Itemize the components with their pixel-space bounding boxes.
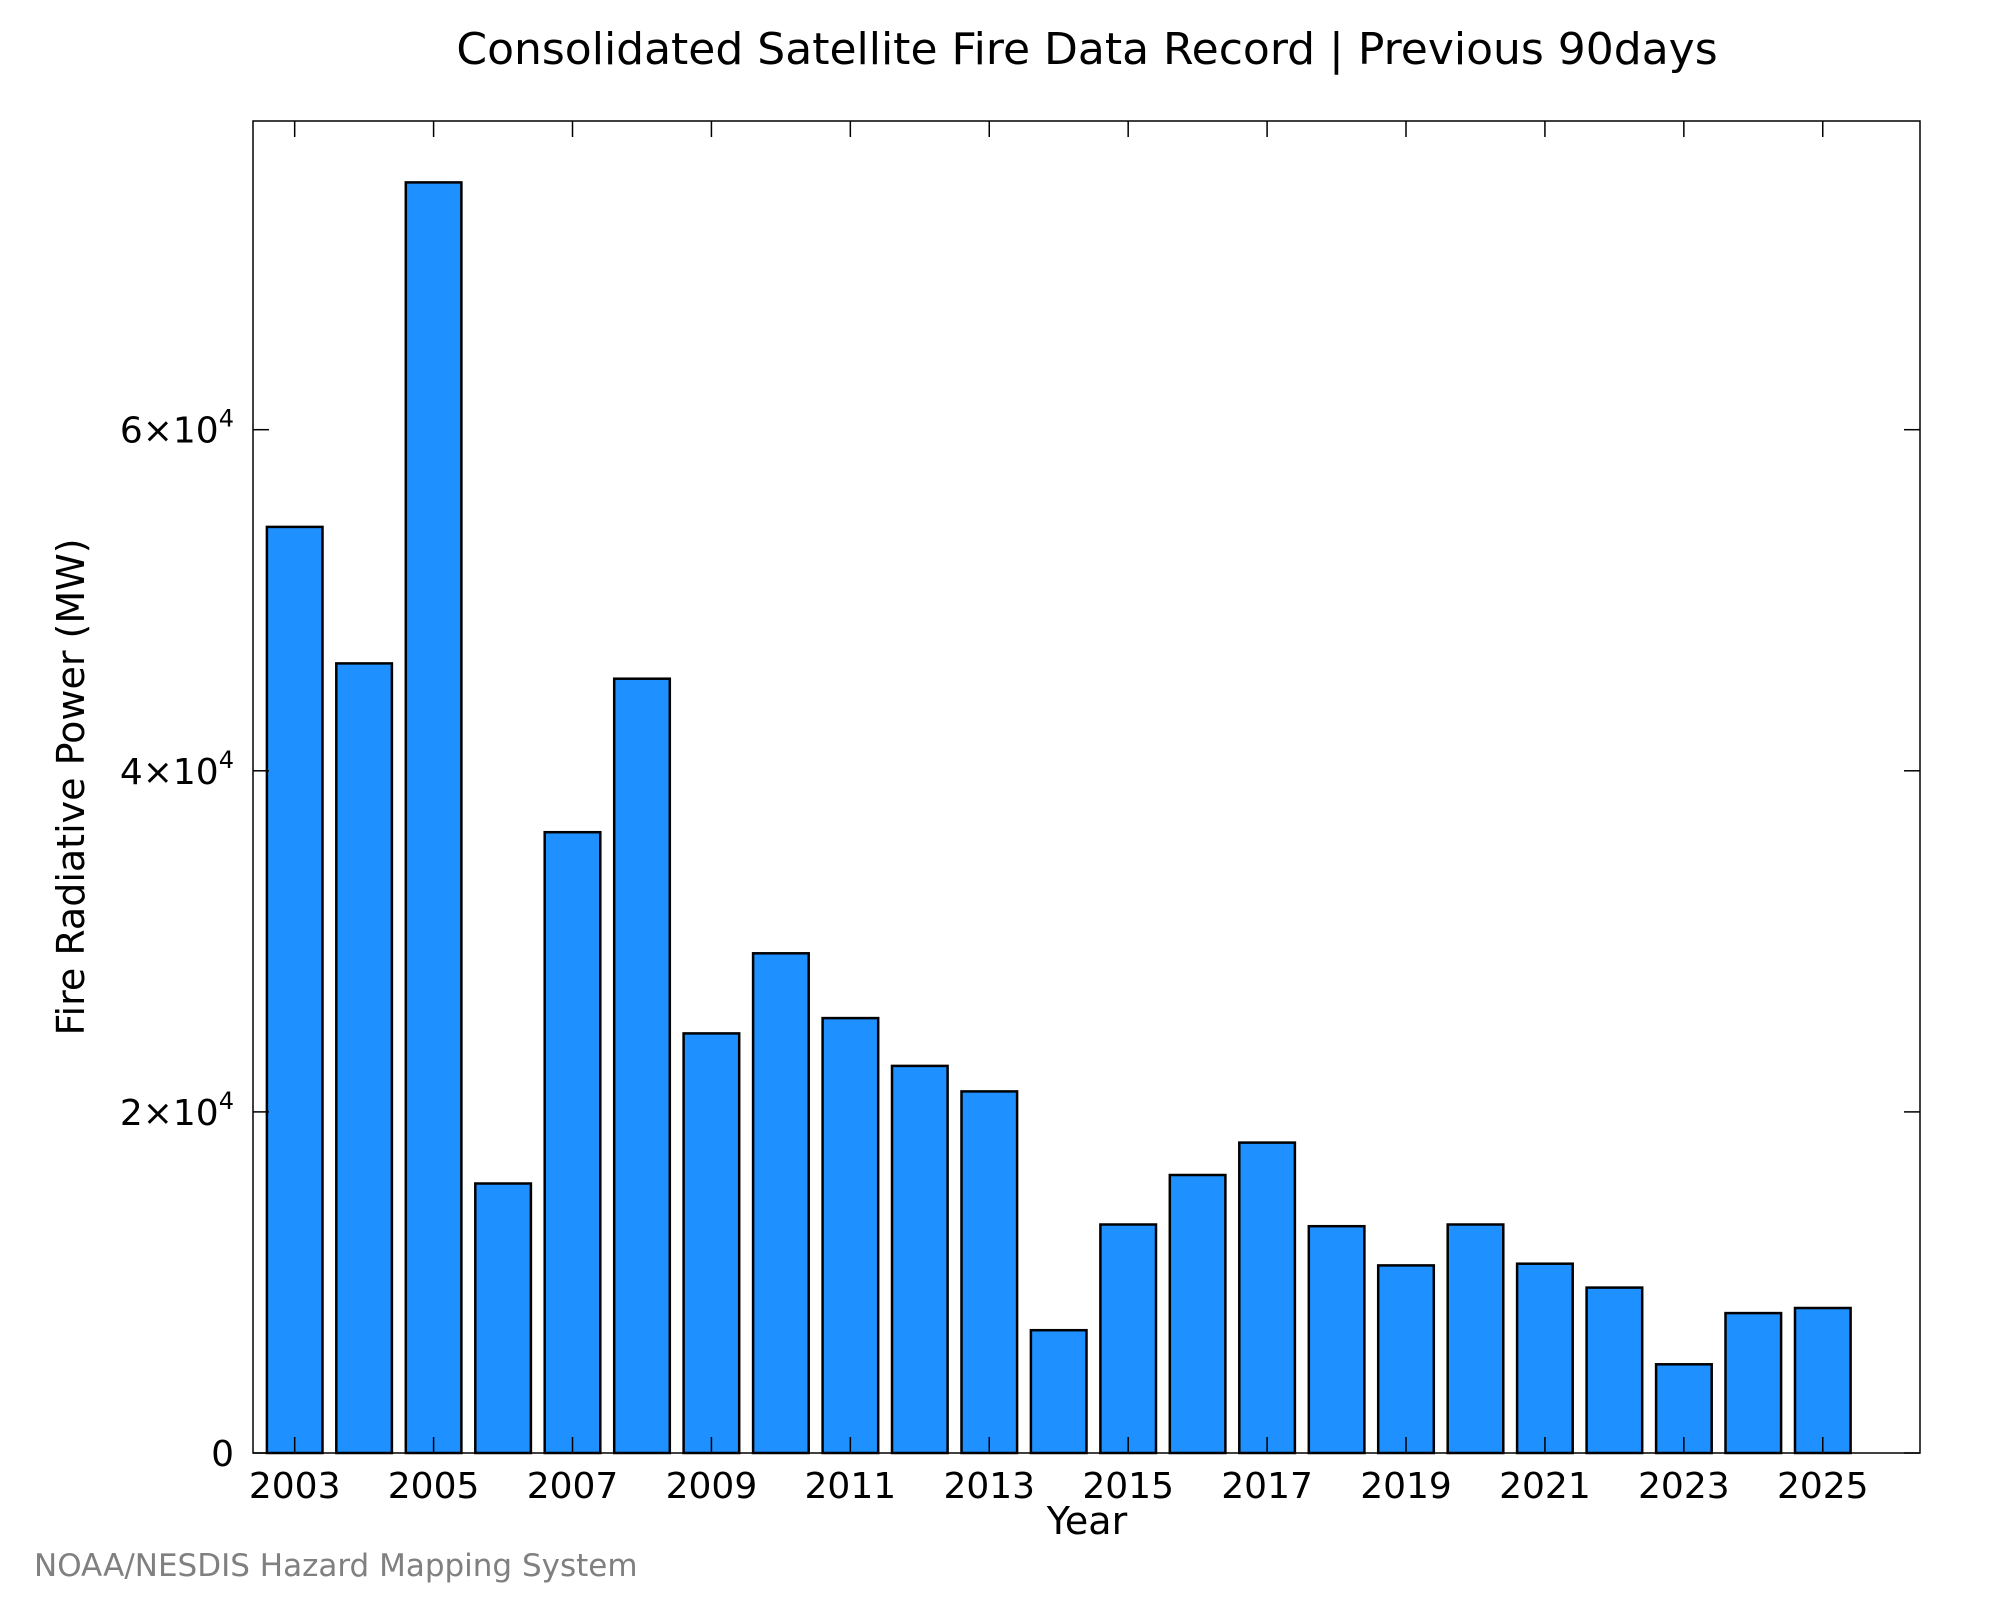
x-tick-label-2021: 2021 xyxy=(1499,1466,1591,1507)
bar-2007 xyxy=(543,830,602,1455)
x-tick-label-2007: 2007 xyxy=(527,1466,619,1507)
y-tick-label-40000: 4×104 xyxy=(120,746,234,793)
x-axis-label: Year xyxy=(1046,1499,1128,1543)
x-tick-labels: 2003 2005 2007 2009 2011 2013 2015 2017 2019 2021… xyxy=(249,1466,1869,1507)
bar-2006 xyxy=(474,1182,533,1455)
bar-2021 xyxy=(1515,1262,1574,1455)
x-tick-label-2005: 2005 xyxy=(388,1466,480,1507)
bar-2025 xyxy=(1793,1306,1852,1455)
x-tick-label-2017: 2017 xyxy=(1221,1466,1313,1507)
bar-2016 xyxy=(1168,1173,1227,1455)
bar-2018 xyxy=(1307,1224,1366,1455)
bar-2015 xyxy=(1099,1223,1158,1455)
bar-2019 xyxy=(1376,1264,1436,1455)
bar-2014 xyxy=(1029,1328,1088,1455)
x-tick-label-2009: 2009 xyxy=(666,1466,758,1507)
bar-2020 xyxy=(1446,1223,1505,1455)
bar-2012 xyxy=(890,1064,949,1455)
bar-2009 xyxy=(682,1032,741,1455)
plot-frame xyxy=(252,120,1921,1454)
x-tick-label-2015: 2015 xyxy=(1082,1466,1174,1507)
x-tick-label-2013: 2013 xyxy=(943,1466,1035,1507)
bar-2024 xyxy=(1724,1311,1783,1455)
ticks-layer xyxy=(253,121,1920,1454)
y-tick-label-60000: 6×104 xyxy=(120,405,234,452)
bar-2003 xyxy=(265,525,324,1455)
x-tick-label-2025: 2025 xyxy=(1777,1466,1869,1507)
x-tick-label-2023: 2023 xyxy=(1638,1466,1730,1507)
y-tick-labels: 0 2×104 4×104 6×104 xyxy=(120,405,234,1475)
bar-2004 xyxy=(335,662,394,1455)
x-tick-label-2003: 2003 xyxy=(249,1466,341,1507)
bar-2005 xyxy=(404,181,463,1455)
y-tick-label-20000: 2×104 xyxy=(120,1087,234,1134)
bars-layer xyxy=(265,181,1852,1455)
x-tick-label-2011: 2011 xyxy=(805,1466,897,1507)
bar-2010 xyxy=(751,952,810,1455)
bar-2011 xyxy=(821,1016,880,1455)
credit-text: NOAA/NESDIS Hazard Mapping System xyxy=(34,1548,638,1584)
y-tick-label-0: 0 xyxy=(211,1434,234,1475)
x-tick-label-2019: 2019 xyxy=(1360,1466,1452,1507)
bar-2013 xyxy=(960,1090,1019,1455)
chart-title: Consolidated Satellite Fire Data Record … xyxy=(456,24,1717,75)
bar-2017 xyxy=(1238,1141,1297,1455)
bar-2008 xyxy=(612,677,672,1455)
y-axis-label: Fire Radiative Power (MW) xyxy=(49,538,93,1035)
bar-2022 xyxy=(1585,1286,1644,1455)
